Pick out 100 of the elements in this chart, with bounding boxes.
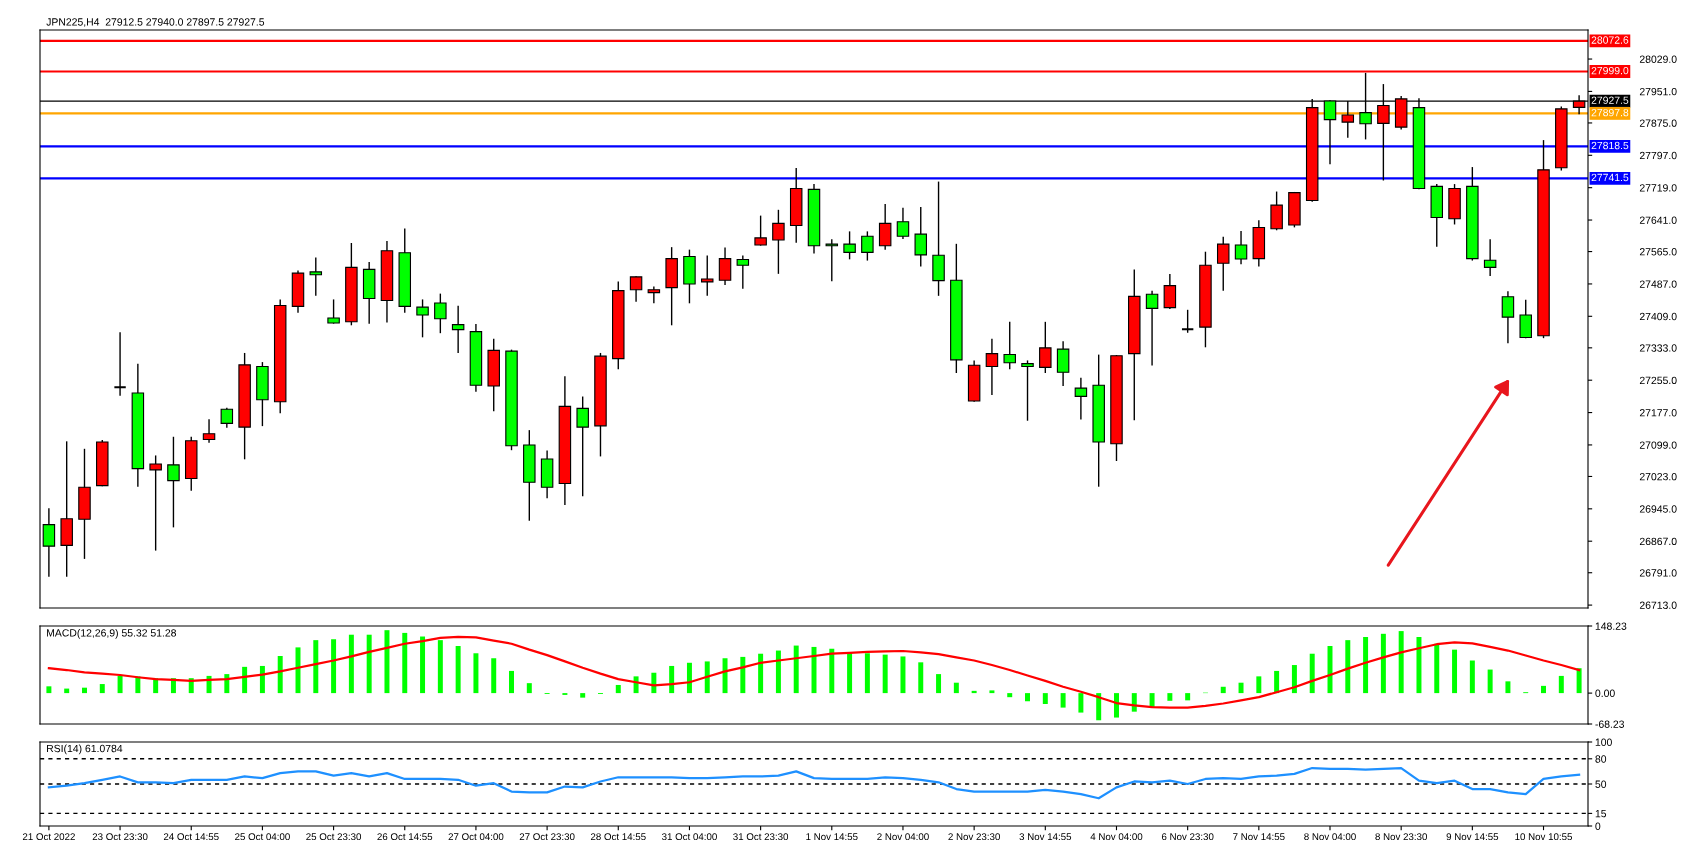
bar bbox=[1167, 693, 1173, 701]
candlestick bbox=[754, 215, 767, 246]
bar bbox=[117, 675, 123, 694]
y-tick-label: 27797.0 bbox=[1639, 151, 1677, 160]
ref-line-label: 27927.5 bbox=[1591, 96, 1629, 104]
x-tick-label: 10 Nov 10:55 bbox=[1515, 833, 1573, 841]
x-tick-label: 27 Oct 04:00 bbox=[448, 833, 504, 841]
y-tick-label: 15 bbox=[1595, 810, 1607, 818]
bar bbox=[259, 665, 265, 694]
bar bbox=[331, 639, 337, 694]
candlestick bbox=[1180, 309, 1195, 333]
bar bbox=[615, 684, 621, 694]
bar bbox=[953, 682, 959, 694]
x-tick-label: 28 Oct 14:55 bbox=[590, 833, 646, 841]
candlestick bbox=[1519, 299, 1532, 339]
bar bbox=[402, 632, 408, 694]
bar bbox=[242, 666, 248, 694]
x-tick-label: 6 Nov 23:30 bbox=[1161, 833, 1214, 841]
candlestick bbox=[416, 299, 429, 338]
y-tick-label: 28029.0 bbox=[1639, 55, 1677, 63]
ref-line-label: 28072.6 bbox=[1591, 36, 1629, 44]
bar bbox=[704, 661, 710, 694]
y-tick-label: 100 bbox=[1595, 738, 1612, 746]
bar bbox=[722, 658, 728, 694]
candlestick bbox=[576, 396, 589, 497]
bar bbox=[900, 656, 906, 694]
candlestick bbox=[647, 286, 661, 304]
bar bbox=[864, 653, 870, 694]
y-tick-label: 0.00 bbox=[1595, 689, 1615, 697]
bar bbox=[1434, 643, 1440, 694]
candlestick bbox=[825, 239, 839, 282]
y-tick-label: 27719.0 bbox=[1639, 184, 1677, 192]
candlestick bbox=[718, 247, 732, 286]
candlestick bbox=[843, 231, 856, 260]
candlestick bbox=[1021, 360, 1034, 421]
candlestick bbox=[202, 419, 216, 443]
chart-title: MACD(12,26,9) 55.32 51.28 bbox=[47, 628, 177, 639]
bar bbox=[526, 683, 532, 694]
x-tick-label: 8 Nov 23:30 bbox=[1375, 833, 1428, 841]
bar bbox=[1487, 669, 1493, 694]
bar bbox=[1576, 668, 1582, 694]
y-tick-label: 0 bbox=[1595, 822, 1601, 830]
bar bbox=[420, 636, 426, 694]
x-tick-label: 31 Oct 23:30 bbox=[733, 833, 789, 841]
candlestick bbox=[220, 407, 234, 428]
candlestick bbox=[113, 332, 127, 396]
x-tick-label: 1 Nov 14:55 bbox=[806, 833, 858, 841]
candlestick bbox=[1056, 341, 1070, 386]
y-tick-label: 26791.0 bbox=[1639, 569, 1677, 577]
y-tick-label: 26945.0 bbox=[1639, 505, 1677, 513]
candlestick bbox=[434, 293, 447, 334]
x-tick-label: 9 Nov 14:55 bbox=[1446, 833, 1499, 841]
candlestick bbox=[149, 455, 162, 551]
candlestick bbox=[861, 231, 874, 261]
bar bbox=[473, 653, 479, 694]
x-tick-label: 25 Oct 23:30 bbox=[306, 833, 362, 841]
x-tick-label: 27 Oct 23:30 bbox=[519, 833, 575, 841]
candlestick bbox=[1145, 290, 1159, 366]
bar bbox=[1452, 649, 1458, 694]
ref-line-label: 27741.5 bbox=[1591, 173, 1629, 182]
bar bbox=[1416, 636, 1422, 694]
x-tick-label: 24 Oct 14:55 bbox=[163, 833, 219, 841]
ref-line-label: 27999.0 bbox=[1591, 66, 1629, 75]
y-tick-label: 27951.0 bbox=[1639, 87, 1677, 96]
chart-title: RSI(14) 61.0784 bbox=[47, 744, 123, 755]
bar bbox=[384, 630, 390, 694]
bar bbox=[793, 645, 799, 694]
y-tick-label: 26713.0 bbox=[1639, 601, 1677, 609]
bar bbox=[1309, 653, 1315, 694]
bar bbox=[491, 658, 497, 694]
bar bbox=[686, 662, 692, 694]
bar bbox=[81, 687, 87, 694]
bar bbox=[1060, 693, 1066, 708]
candlestick bbox=[896, 207, 910, 239]
bar bbox=[1505, 681, 1511, 694]
candlestick bbox=[1074, 377, 1088, 420]
candlestick bbox=[1163, 274, 1177, 310]
bar bbox=[1096, 693, 1102, 721]
candlestick bbox=[736, 255, 750, 289]
candlestick bbox=[878, 203, 892, 250]
bar bbox=[989, 690, 995, 694]
candlestick bbox=[1270, 191, 1283, 231]
bar bbox=[829, 648, 835, 694]
ref-line-label: 27818.5 bbox=[1591, 141, 1629, 150]
bar bbox=[971, 690, 977, 694]
y-tick-label: 27177.0 bbox=[1639, 409, 1677, 417]
x-tick-label: 2 Nov 04:00 bbox=[877, 833, 929, 841]
x-tick-label: 3 Nov 14:55 bbox=[1019, 833, 1072, 841]
candlestick bbox=[42, 508, 56, 577]
y-tick-label: 50 bbox=[1595, 780, 1607, 788]
bar bbox=[580, 693, 586, 698]
bar bbox=[1345, 640, 1351, 694]
y-tick-label: 27875.0 bbox=[1639, 119, 1677, 127]
candlestick bbox=[914, 206, 928, 267]
x-tick-label: 25 Oct 04:00 bbox=[235, 833, 290, 841]
bar bbox=[1291, 665, 1297, 694]
bar bbox=[740, 656, 746, 694]
y-tick-label: -68.23 bbox=[1595, 720, 1625, 728]
bar bbox=[455, 646, 461, 694]
bar bbox=[1220, 686, 1226, 694]
